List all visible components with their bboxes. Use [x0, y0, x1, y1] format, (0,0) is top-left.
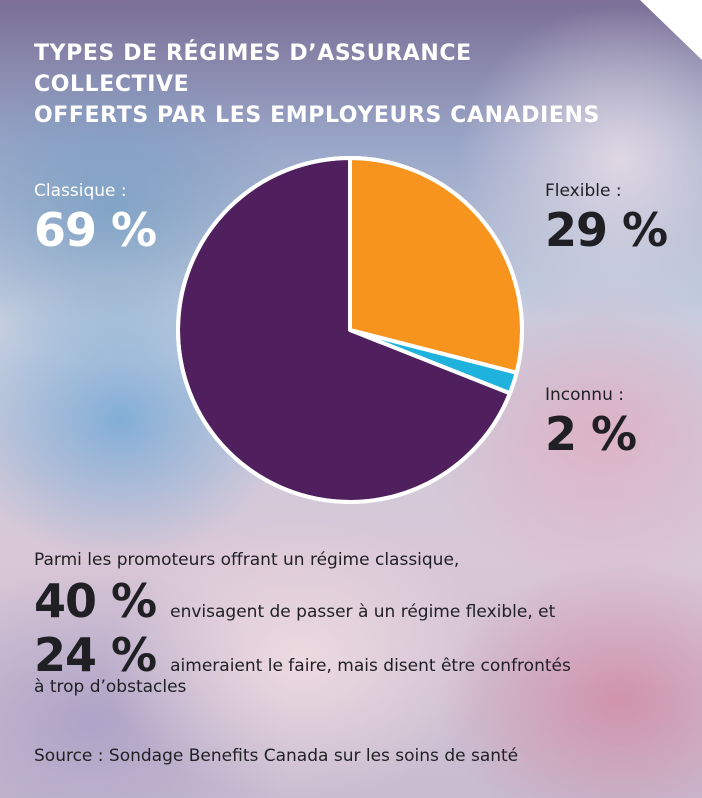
- label-classique-name: Classique :: [34, 181, 127, 201]
- stat2-value: 24 %: [34, 628, 157, 682]
- label-flexible-name: Flexible :: [545, 181, 622, 201]
- stat-row-2: 24 % aimeraient le faire, mais disent êt…: [34, 630, 674, 680]
- label-inconnu-name: Inconnu :: [545, 385, 624, 405]
- source-note: Source : Sondage Benefits Canada sur les…: [34, 746, 519, 766]
- stat1-text: envisagent de passer à un régime flexibl…: [170, 602, 556, 622]
- label-inconnu: Inconnu : 2 %: [545, 384, 637, 462]
- footnote-block: Parmi les promoteurs offrant un régime c…: [34, 548, 674, 698]
- label-inconnu-value: 2 %: [545, 407, 637, 461]
- label-flexible-value: 29 %: [545, 203, 668, 257]
- pie-chart: [176, 156, 525, 504]
- stat2-text: aimeraient le faire, mais disent être co…: [170, 656, 571, 676]
- pie-outline: [176, 156, 524, 504]
- footnote-intro: Parmi les promoteurs offrant un régime c…: [34, 550, 460, 570]
- stat1-value: 40 %: [34, 574, 157, 628]
- label-classique: Classique : 69 %: [34, 180, 157, 258]
- stat-row-1: 40 % envisagent de passer à un régime fl…: [34, 576, 674, 626]
- chart-title: TYPES DE RÉGIMES D’ASSURANCE COLLECTIVE …: [34, 41, 600, 128]
- label-classique-value: 69 %: [34, 203, 157, 257]
- stat2-continuation: à trop d’obstacles: [34, 677, 187, 697]
- label-flexible: Flexible : 29 %: [545, 180, 668, 258]
